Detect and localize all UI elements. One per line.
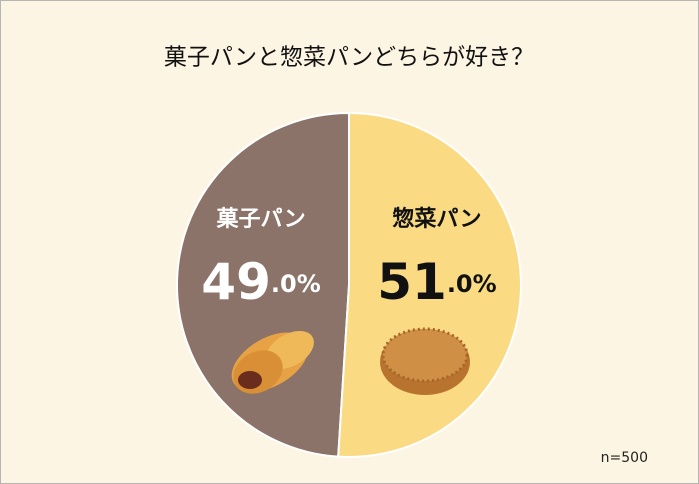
slice-category-label: 惣菜パン bbox=[392, 206, 481, 232]
bread-icon bbox=[380, 327, 470, 395]
pastry-icon bbox=[231, 331, 314, 394]
chart-title: 菓子パンと惣菜パンどちらが好き？ bbox=[164, 45, 534, 71]
slice-value-label: 49.0% bbox=[201, 253, 320, 311]
sample-note: n=500 bbox=[601, 450, 648, 466]
slice-value-label: 51.0% bbox=[377, 253, 496, 311]
pie-slice bbox=[175, 111, 350, 458]
slice-category-label: 菓子パン bbox=[215, 206, 305, 232]
